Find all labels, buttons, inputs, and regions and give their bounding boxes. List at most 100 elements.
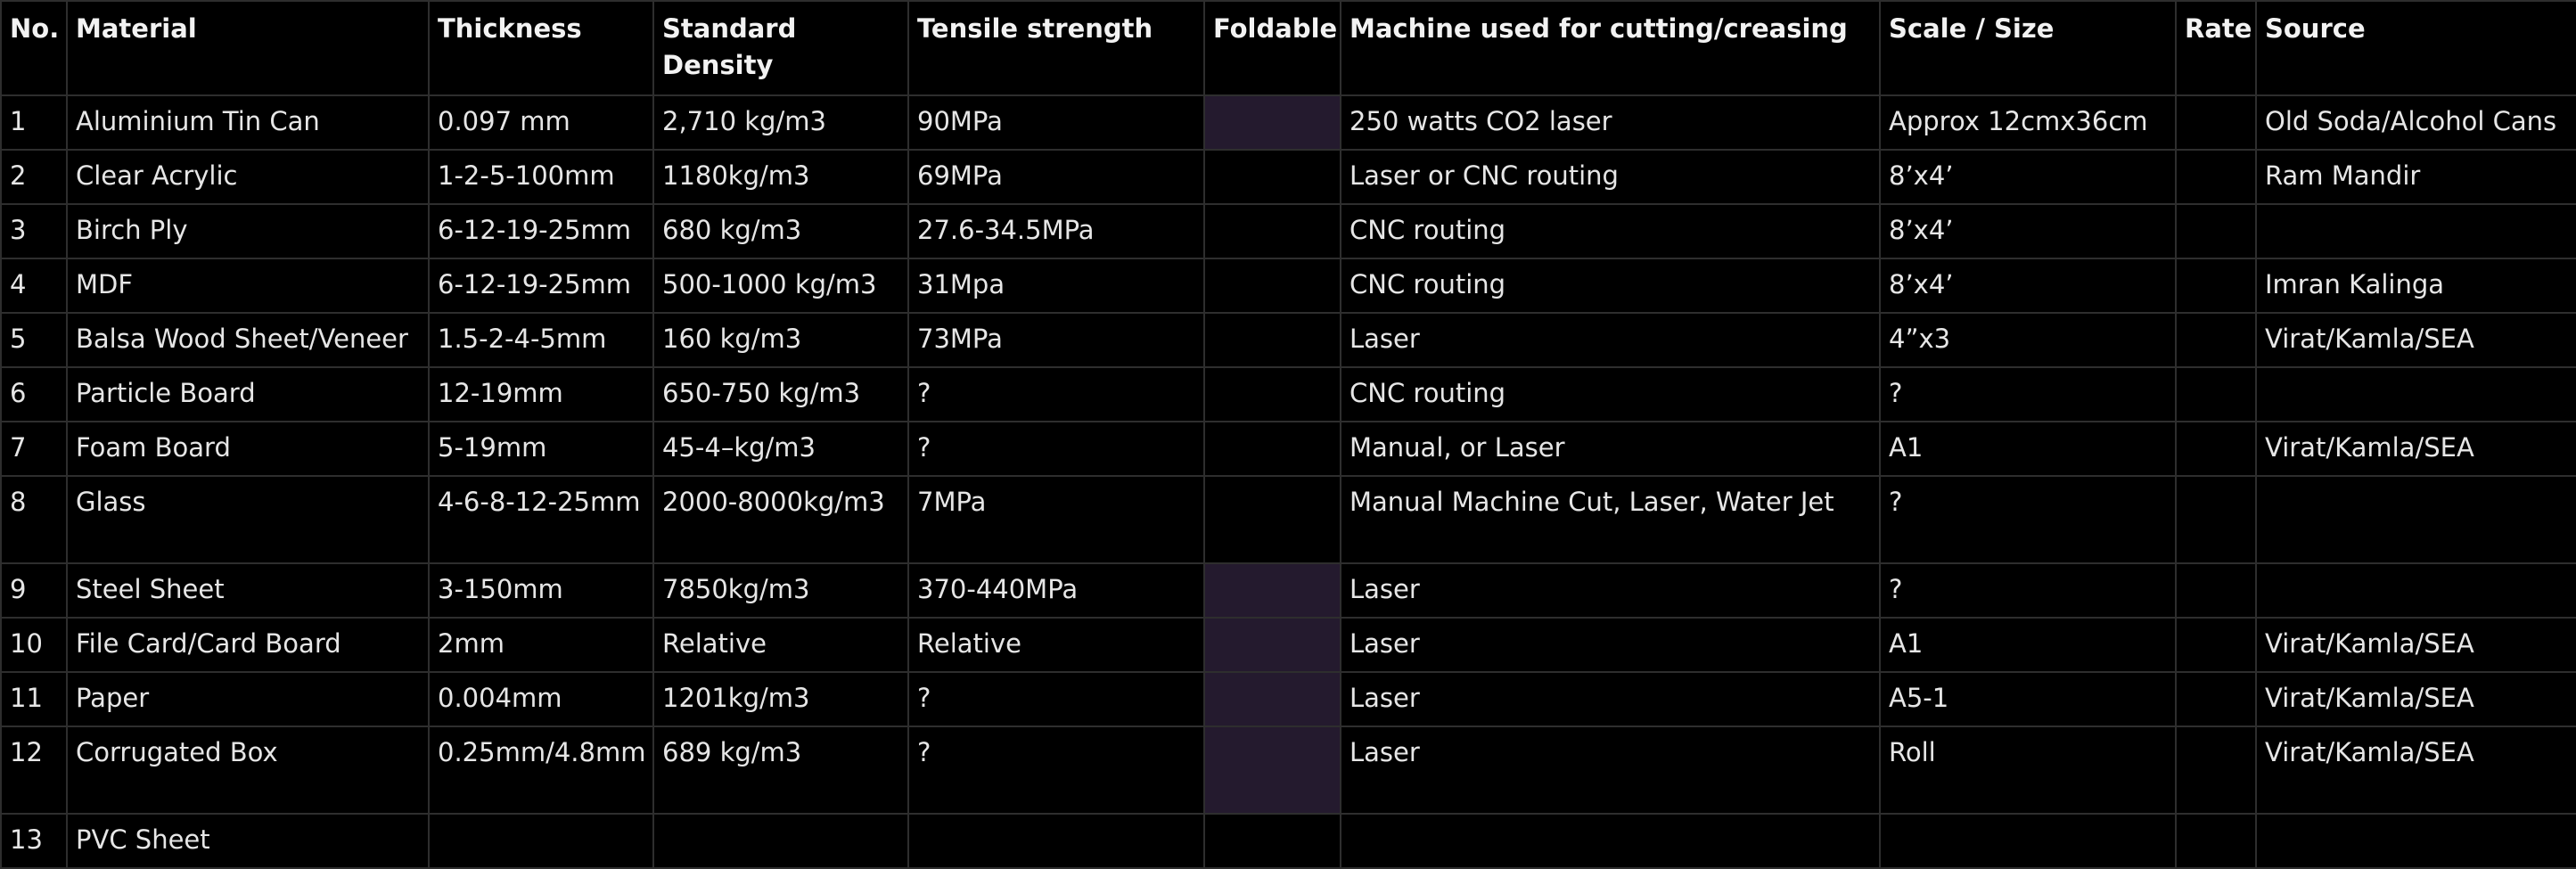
- cell-thickness: [428, 813, 654, 869]
- cell-thickness: 5-19mm: [428, 421, 654, 477]
- header-thickness: Thickness: [428, 0, 654, 96]
- cell-foldable: [1203, 726, 1341, 815]
- cell-source: [2255, 475, 2576, 564]
- table-row: 8 Glass 4-6-8-12-25mm 2000-8000kg/m3 7MPa Man…: [0, 475, 2576, 564]
- cell-no: 10: [0, 617, 68, 673]
- cell-machine: Laser or CNC routing: [1340, 149, 1881, 205]
- cell-machine: Laser: [1340, 726, 1881, 815]
- header-standard-density: Standard Density: [652, 0, 909, 96]
- header-tensile-strength: Tensile strength: [907, 0, 1205, 96]
- cell-rate: [2175, 421, 2257, 477]
- cell-rate: [2175, 562, 2257, 619]
- cell-foldable: [1203, 475, 1341, 564]
- cell-source: [2255, 203, 2576, 259]
- header-machine: Machine used for cutting/creasing: [1340, 0, 1881, 96]
- cell-thickness: 0.004mm: [428, 671, 654, 727]
- cell-density: 160 kg/m3: [652, 312, 909, 368]
- cell-source: [2255, 366, 2576, 422]
- cell-machine: Laser: [1340, 312, 1881, 368]
- cell-foldable: [1203, 203, 1341, 259]
- table-row: 7 Foam Board 5-19mm 45-4–kg/m3? Manual, or L…: [0, 421, 2576, 477]
- cell-material: MDF: [66, 258, 430, 314]
- cell-density: 2,710 kg/m3: [652, 94, 909, 151]
- cell-rate: [2175, 258, 2257, 314]
- cell-source: Old Soda/Alcohol Cans: [2255, 94, 2576, 151]
- cell-thickness: 0.25mm/4.8mm: [428, 726, 654, 815]
- cell-thickness: 4-6-8-12-25mm: [428, 475, 654, 564]
- cell-source: Virat/Kamla/SEA: [2255, 421, 2576, 477]
- cell-foldable: [1203, 617, 1341, 673]
- cell-no: 6: [0, 366, 68, 422]
- cell-tensile: Relative: [907, 617, 1205, 673]
- cell-machine: CNC routing: [1340, 366, 1881, 422]
- cell-density: 500-1000 kg/m3: [652, 258, 909, 314]
- table-row: 3 Birch Ply 6-12-19-25mm 680 kg/m3 27.6-34.5…: [0, 203, 2576, 259]
- cell-scale: [1879, 813, 2177, 869]
- cell-tensile: ?: [907, 671, 1205, 727]
- cell-tensile: 73MPa: [907, 312, 1205, 368]
- cell-no: 7: [0, 421, 68, 477]
- cell-tensile: ?: [907, 366, 1205, 422]
- cell-material: Steel Sheet: [66, 562, 430, 619]
- cell-no: 1: [0, 94, 68, 151]
- cell-thickness: 1-2-5-100mm: [428, 149, 654, 205]
- cell-tensile: 69MPa: [907, 149, 1205, 205]
- cell-scale: ?: [1879, 366, 2177, 422]
- cell-scale: Roll: [1879, 726, 2177, 815]
- cell-thickness: 0.097 mm: [428, 94, 654, 151]
- cell-scale: ?: [1879, 562, 2177, 619]
- cell-scale: ?: [1879, 475, 2177, 564]
- cell-material: Corrugated Box: [66, 726, 430, 815]
- cell-density: [652, 813, 909, 869]
- cell-tensile: 370-440MPa: [907, 562, 1205, 619]
- table-row: 9 Steel Sheet 3-150mm 7850kg/m3 370-440MPa La…: [0, 562, 2576, 619]
- cell-rate: [2175, 203, 2257, 259]
- table-body: 1 Aluminium Tin Can 0.097 mm 2,710 kg/m3 90M…: [0, 94, 2576, 869]
- cell-thickness: 12-19mm: [428, 366, 654, 422]
- cell-material: Glass: [66, 475, 430, 564]
- table-row: 6 Particle Board 12-19mm 650-750 kg/m3? CNC …: [0, 366, 2576, 422]
- cell-thickness: 1.5-2-4-5mm: [428, 312, 654, 368]
- cell-source: Virat/Kamla/SEA: [2255, 312, 2576, 368]
- cell-material: Paper: [66, 671, 430, 727]
- header-source: Source: [2255, 0, 2576, 96]
- cell-density: 1201kg/m3: [652, 671, 909, 727]
- cell-tensile: ?: [907, 726, 1205, 815]
- cell-no: 4: [0, 258, 68, 314]
- cell-density: 1180kg/m3: [652, 149, 909, 205]
- cell-scale: 8’x4’: [1879, 203, 2177, 259]
- cell-material: Birch Ply: [66, 203, 430, 259]
- cell-source: Ram Mandir: [2255, 149, 2576, 205]
- cell-no: 12: [0, 726, 68, 815]
- cell-thickness: 3-150mm: [428, 562, 654, 619]
- cell-scale: A1: [1879, 421, 2177, 477]
- cell-density: 650-750 kg/m3: [652, 366, 909, 422]
- cell-no: 3: [0, 203, 68, 259]
- cell-foldable: [1203, 149, 1341, 205]
- cell-material: Aluminium Tin Can: [66, 94, 430, 151]
- table-row: 4 MDF 6-12-19-25mm 500-1000 kg/m3 31Mpa CNC r…: [0, 258, 2576, 314]
- cell-machine: 250 watts CO2 laser: [1340, 94, 1881, 151]
- header-material: Material: [66, 0, 430, 96]
- cell-scale: Approx 12cmx36cm: [1879, 94, 2177, 151]
- cell-source: Virat/Kamla/SEA: [2255, 617, 2576, 673]
- cell-density: 2000-8000kg/m3: [652, 475, 909, 564]
- cell-source: Virat/Kamla/SEA: [2255, 726, 2576, 815]
- cell-density: 7850kg/m3: [652, 562, 909, 619]
- cell-foldable: [1203, 312, 1341, 368]
- cell-scale: 8’x4’: [1879, 258, 2177, 314]
- cell-tensile: [907, 813, 1205, 869]
- cell-machine: Laser: [1340, 671, 1881, 727]
- cell-rate: [2175, 813, 2257, 869]
- table-row: 5 Balsa Wood Sheet/Veneer 1.5-2-4-5mm 160 k…: [0, 312, 2576, 368]
- cell-scale: A1: [1879, 617, 2177, 673]
- table-row: 12 Corrugated Box 0.25mm/4.8mm 689 kg/m3? La…: [0, 726, 2576, 815]
- table-row: 10 File Card/Card Board 2mm Relative Relativ…: [0, 617, 2576, 673]
- cell-scale: A5-1: [1879, 671, 2177, 727]
- table-row: 2 Clear Acrylic 1-2-5-100mm 1180kg/m3 69MPa L…: [0, 149, 2576, 205]
- cell-rate: [2175, 671, 2257, 727]
- cell-density: 689 kg/m3: [652, 726, 909, 815]
- cell-material: PVC Sheet: [66, 813, 430, 869]
- header-no: No.: [0, 0, 68, 96]
